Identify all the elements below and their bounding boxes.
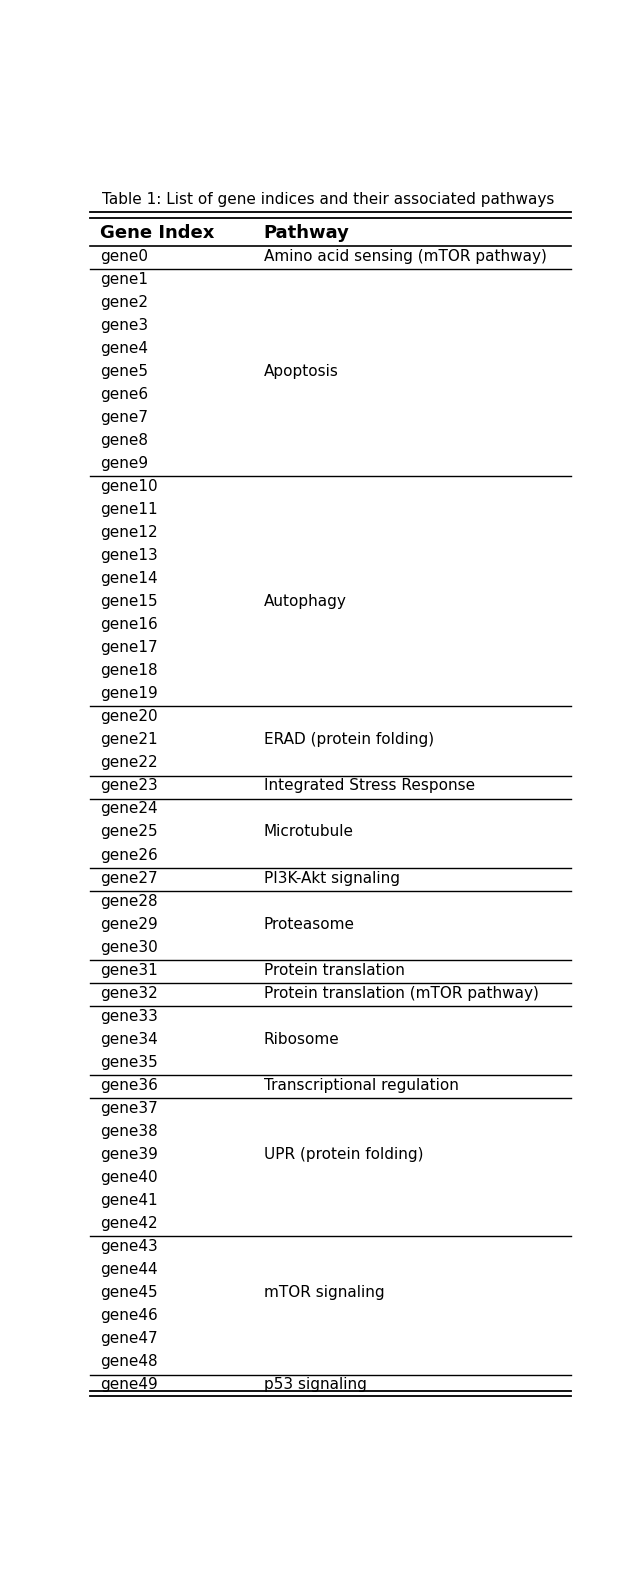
Text: gene5: gene5 [100, 363, 148, 379]
Text: gene7: gene7 [100, 411, 148, 425]
Text: Microtubule: Microtubule [264, 824, 353, 840]
Text: gene39: gene39 [100, 1147, 157, 1162]
Text: gene37: gene37 [100, 1101, 157, 1115]
Text: Protein translation (mTOR pathway): Protein translation (mTOR pathway) [264, 986, 538, 1000]
Text: gene40: gene40 [100, 1170, 157, 1184]
Text: gene26: gene26 [100, 848, 157, 862]
Text: gene3: gene3 [100, 318, 148, 332]
Text: gene45: gene45 [100, 1285, 157, 1301]
Text: gene23: gene23 [100, 779, 157, 793]
Text: UPR (protein folding): UPR (protein folding) [264, 1147, 423, 1162]
Text: gene25: gene25 [100, 824, 157, 840]
Text: Table 1: List of gene indices and their associated pathways: Table 1: List of gene indices and their … [102, 192, 554, 208]
Text: gene14: gene14 [100, 571, 157, 587]
Text: PI3K-Akt signaling: PI3K-Akt signaling [264, 870, 399, 886]
Text: Integrated Stress Response: Integrated Stress Response [264, 779, 475, 793]
Text: gene6: gene6 [100, 387, 148, 401]
Text: gene30: gene30 [100, 939, 157, 955]
Text: gene2: gene2 [100, 294, 148, 310]
Text: gene0: gene0 [100, 249, 148, 264]
Text: gene11: gene11 [100, 502, 157, 518]
Text: gene46: gene46 [100, 1309, 157, 1323]
Text: gene21: gene21 [100, 733, 157, 747]
Text: gene28: gene28 [100, 893, 157, 909]
Text: gene34: gene34 [100, 1032, 157, 1046]
Text: gene18: gene18 [100, 664, 157, 678]
Text: gene10: gene10 [100, 478, 157, 494]
Text: gene44: gene44 [100, 1262, 157, 1277]
Text: Ribosome: Ribosome [264, 1032, 339, 1046]
Text: p53 signaling: p53 signaling [264, 1378, 366, 1392]
Text: Transcriptional regulation: Transcriptional regulation [264, 1078, 458, 1093]
Text: Autophagy: Autophagy [264, 595, 346, 609]
Text: gene16: gene16 [100, 617, 157, 632]
Text: gene32: gene32 [100, 986, 157, 1000]
Text: gene24: gene24 [100, 802, 157, 816]
Text: gene36: gene36 [100, 1078, 157, 1093]
Text: gene9: gene9 [100, 456, 148, 470]
Text: gene17: gene17 [100, 640, 157, 656]
Text: gene8: gene8 [100, 433, 148, 448]
Text: gene43: gene43 [100, 1240, 157, 1254]
Text: gene31: gene31 [100, 963, 157, 978]
Text: gene15: gene15 [100, 595, 157, 609]
Text: gene41: gene41 [100, 1192, 157, 1208]
Text: ERAD (protein folding): ERAD (protein folding) [264, 733, 434, 747]
Text: gene29: gene29 [100, 917, 157, 931]
Text: Apoptosis: Apoptosis [264, 363, 339, 379]
Text: gene42: gene42 [100, 1216, 157, 1232]
Text: gene20: gene20 [100, 709, 157, 724]
Text: gene38: gene38 [100, 1125, 157, 1139]
Text: gene1: gene1 [100, 272, 148, 286]
Text: gene49: gene49 [100, 1378, 157, 1392]
Text: gene4: gene4 [100, 341, 148, 355]
Text: gene35: gene35 [100, 1055, 157, 1070]
Text: gene48: gene48 [100, 1354, 157, 1370]
Text: gene13: gene13 [100, 547, 157, 563]
Text: gene47: gene47 [100, 1331, 157, 1346]
Text: gene12: gene12 [100, 525, 157, 540]
Text: Amino acid sensing (mTOR pathway): Amino acid sensing (mTOR pathway) [264, 249, 547, 264]
Text: gene22: gene22 [100, 755, 157, 771]
Text: gene33: gene33 [100, 1008, 157, 1024]
Text: gene27: gene27 [100, 870, 157, 886]
Text: gene19: gene19 [100, 686, 157, 702]
Text: Pathway: Pathway [264, 223, 349, 242]
Text: Gene Index: Gene Index [100, 223, 214, 242]
Text: mTOR signaling: mTOR signaling [264, 1285, 384, 1301]
Text: Proteasome: Proteasome [264, 917, 355, 931]
Text: Protein translation: Protein translation [264, 963, 404, 978]
